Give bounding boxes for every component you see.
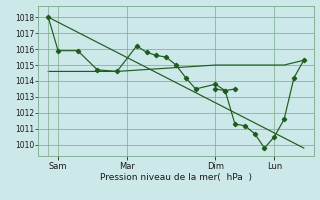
X-axis label: Pression niveau de la mer(  hPa  ): Pression niveau de la mer( hPa ) bbox=[100, 173, 252, 182]
